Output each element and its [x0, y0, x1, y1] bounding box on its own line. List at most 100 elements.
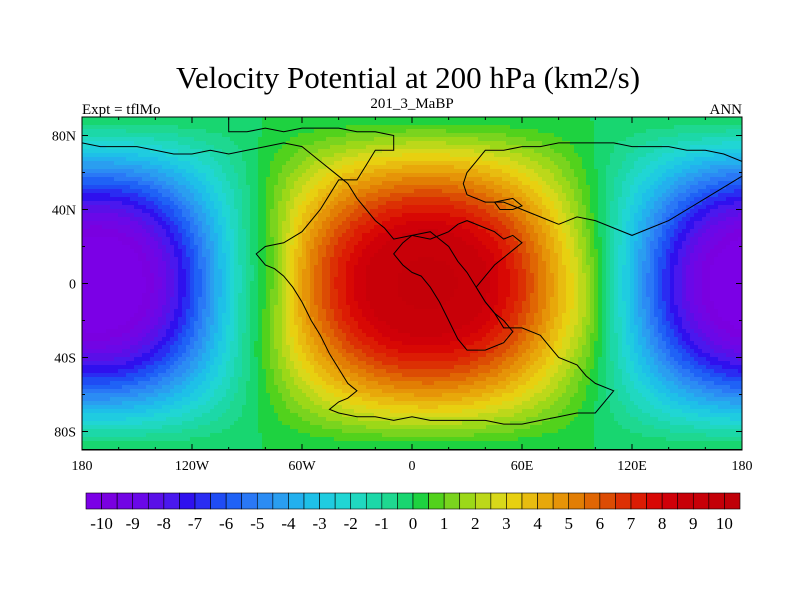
heatmap-cell — [254, 201, 259, 206]
heatmap-cell — [194, 133, 199, 138]
heatmap-cell — [674, 197, 679, 202]
heatmap-cell — [666, 181, 671, 186]
heatmap-cell — [490, 213, 495, 218]
heatmap-cell — [526, 177, 531, 182]
heatmap-cell — [402, 185, 407, 190]
heatmap-cell — [118, 169, 123, 174]
heatmap-cell — [230, 217, 235, 222]
heatmap-cell — [226, 225, 231, 230]
heatmap-cell — [506, 189, 511, 194]
heatmap-cell — [174, 133, 179, 138]
heatmap-cell — [678, 153, 683, 158]
heatmap-cell — [414, 133, 419, 138]
heatmap-cell — [290, 121, 295, 126]
heatmap-cell — [162, 189, 167, 194]
heatmap-cell — [218, 169, 223, 174]
heatmap-cell — [270, 117, 275, 122]
heatmap-cell — [562, 121, 567, 126]
heatmap-cell — [114, 145, 119, 150]
heatmap-cell — [194, 117, 199, 122]
heatmap-cell — [162, 201, 167, 206]
heatmap-cell — [366, 225, 371, 230]
heatmap-cell — [546, 153, 551, 158]
heatmap-cell — [430, 213, 435, 218]
heatmap-cell — [186, 205, 191, 210]
heatmap-cell — [222, 189, 227, 194]
heatmap-cell — [366, 117, 371, 122]
heatmap-cell — [434, 221, 439, 226]
heatmap-cell — [154, 197, 159, 202]
heatmap-cell — [398, 205, 403, 210]
heatmap-cell — [422, 125, 427, 130]
heatmap-cell — [286, 217, 291, 222]
heatmap-cell — [206, 185, 211, 190]
heatmap-cell — [262, 173, 267, 178]
heatmap-cell — [498, 213, 503, 218]
heatmap-cell — [438, 185, 443, 190]
heatmap-cell — [314, 209, 319, 214]
heatmap-cell — [190, 145, 195, 150]
heatmap-cell — [390, 125, 395, 130]
heatmap-cell — [274, 189, 279, 194]
heatmap-cell — [598, 149, 603, 154]
heatmap-cell — [118, 125, 123, 130]
heatmap-cell — [398, 129, 403, 134]
heatmap-cell — [310, 157, 315, 162]
heatmap-cell — [82, 193, 87, 198]
heatmap-cell — [590, 233, 595, 238]
heatmap-cell — [602, 221, 607, 226]
heatmap-cell — [566, 177, 571, 182]
heatmap-cell — [274, 205, 279, 210]
heatmap-cell — [98, 169, 103, 174]
heatmap-cell — [134, 237, 139, 242]
heatmap-cell — [554, 193, 559, 198]
heatmap-cell — [738, 169, 742, 174]
heatmap-cell — [718, 157, 723, 162]
heatmap-cell — [126, 197, 131, 202]
heatmap-cell — [194, 229, 199, 234]
heatmap-cell — [214, 229, 219, 234]
heatmap-cell — [666, 225, 671, 230]
heatmap-cell — [370, 137, 375, 142]
heatmap-cell — [82, 197, 87, 202]
heatmap-cell — [130, 153, 135, 158]
heatmap-cell — [290, 153, 295, 158]
heatmap-cell — [186, 213, 191, 218]
heatmap-cell — [686, 133, 691, 138]
heatmap-cell — [650, 133, 655, 138]
heatmap-cell — [622, 197, 627, 202]
heatmap-cell — [278, 173, 283, 178]
heatmap-cell — [406, 173, 411, 178]
heatmap-cell — [450, 213, 455, 218]
heatmap-cell — [306, 201, 311, 206]
heatmap-cell — [298, 137, 303, 142]
heatmap-cell — [590, 169, 595, 174]
heatmap-cell — [462, 209, 467, 214]
heatmap-cell — [302, 221, 307, 226]
heatmap-cell — [238, 133, 243, 138]
heatmap-cell — [158, 157, 163, 162]
heatmap-cell — [478, 137, 483, 142]
heatmap-cell — [430, 217, 435, 222]
heatmap-cell — [642, 157, 647, 162]
heatmap-cell — [358, 181, 363, 186]
heatmap-cell — [502, 197, 507, 202]
heatmap-cell — [522, 173, 527, 178]
heatmap-cell — [198, 117, 203, 122]
heatmap-cell — [222, 165, 227, 170]
heatmap-cell — [302, 181, 307, 186]
heatmap-cell — [338, 173, 343, 178]
heatmap-cell — [454, 217, 459, 222]
heatmap-cell — [150, 213, 155, 218]
heatmap-cell — [514, 217, 519, 222]
heatmap-cell — [298, 193, 303, 198]
heatmap-cell — [654, 121, 659, 126]
heatmap-cell — [554, 137, 559, 142]
heatmap-cell — [146, 173, 151, 178]
heatmap-cell — [598, 125, 603, 130]
heatmap-cell — [242, 133, 247, 138]
heatmap-cell — [214, 121, 219, 126]
heatmap-cell — [118, 189, 123, 194]
heatmap-cell — [506, 221, 511, 226]
heatmap-cell — [666, 145, 671, 150]
